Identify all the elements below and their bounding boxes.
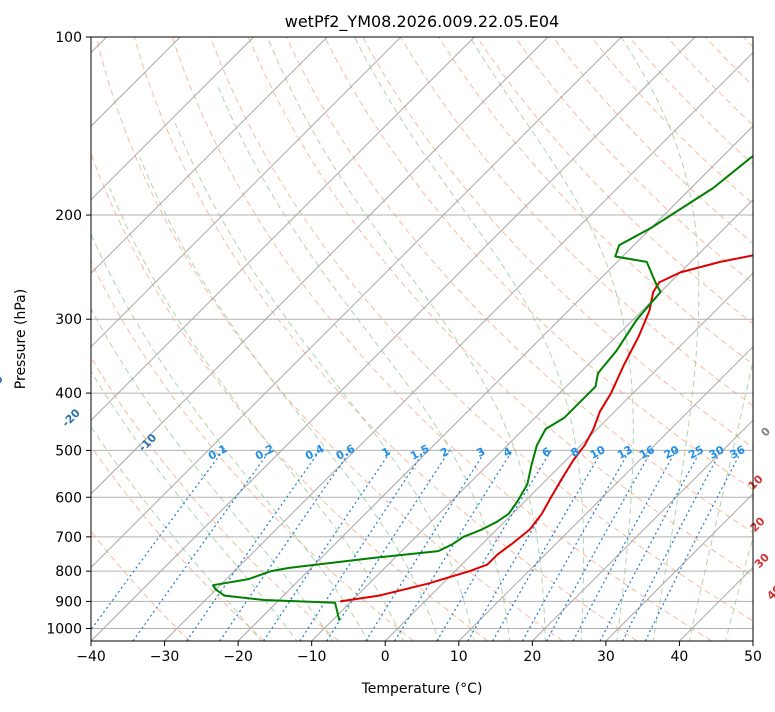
y-tick-label: 300 (55, 312, 82, 328)
x-tick-label: −30 (150, 649, 180, 665)
y-tick-label: 400 (55, 386, 82, 402)
x-tick-label: 40 (671, 649, 689, 665)
x-tick-label: 10 (450, 649, 468, 665)
x-tick-label: −10 (297, 649, 327, 665)
x-tick-label: 0 (381, 649, 390, 665)
y-tick-label: 200 (55, 208, 82, 224)
x-tick-label: 30 (597, 649, 615, 665)
y-tick-label: 600 (55, 490, 82, 506)
x-axis-title: Temperature (°C) (361, 681, 483, 697)
x-tick-label: −40 (76, 649, 106, 665)
y-tick-label: 100 (55, 30, 82, 46)
x-tick-label: 50 (744, 649, 762, 665)
y-axis-title: Pressure (hPa) (13, 289, 29, 389)
chart-title: wetPf2_YM08.2026.009.22.05.E04 (285, 12, 559, 32)
y-tick-label: 700 (55, 530, 82, 546)
x-tick-label: −20 (223, 649, 253, 665)
y-tick-label: 1000 (46, 621, 82, 637)
x-tick-label: 20 (523, 649, 541, 665)
y-tick-label: 900 (55, 594, 82, 610)
y-tick-label: 500 (55, 443, 82, 459)
y-tick-label: 800 (55, 564, 82, 580)
